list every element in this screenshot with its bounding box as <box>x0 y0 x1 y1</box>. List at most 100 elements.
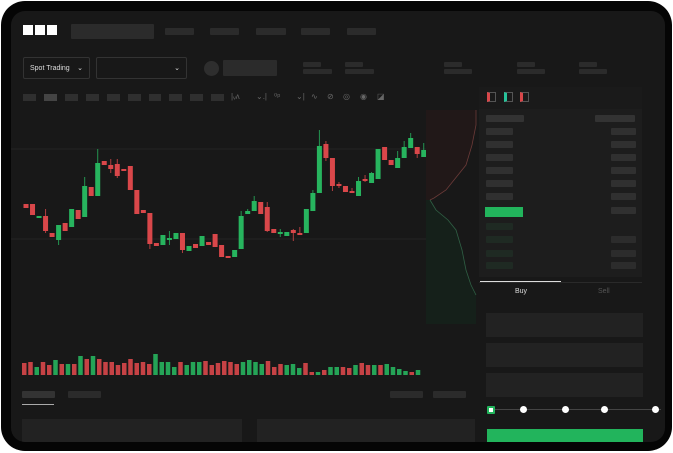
slider-step-25[interactable] <box>520 406 527 413</box>
bottom-tab-history[interactable] <box>68 391 101 398</box>
magnet-icon[interactable]: ◎ <box>343 92 350 101</box>
candle <box>362 175 368 182</box>
volume-bar <box>297 368 302 375</box>
volume-bar <box>84 359 89 375</box>
chevron-down-icon: ⌄ <box>174 65 180 72</box>
volume-bar <box>172 367 177 375</box>
timeframe-button[interactable] <box>44 94 57 101</box>
slider-handle[interactable] <box>487 406 495 414</box>
candle <box>49 233 55 237</box>
orderbook-header-price <box>486 115 524 122</box>
timeframe-button[interactable] <box>211 94 224 101</box>
candle <box>336 182 342 188</box>
pen-icon[interactable]: ⊘ <box>327 92 334 101</box>
orderbook-both-icon[interactable] <box>487 92 496 102</box>
nav-item[interactable] <box>256 28 286 35</box>
slider-step-75[interactable] <box>601 406 608 413</box>
timeframe-button[interactable] <box>107 94 120 101</box>
price-input[interactable] <box>486 313 643 337</box>
pair-price <box>223 60 277 76</box>
volume-bar <box>228 362 233 375</box>
volume-bar <box>53 360 58 375</box>
volume-bar <box>322 370 327 375</box>
nav-item[interactable] <box>165 28 194 35</box>
timeframe-button[interactable] <box>128 94 141 101</box>
timeframe-button[interactable] <box>86 94 99 101</box>
volume-bar <box>265 361 271 375</box>
total-input[interactable] <box>486 373 643 397</box>
ask-price <box>486 128 513 135</box>
bid-price <box>486 250 513 257</box>
tab-buy[interactable]: Buy <box>515 288 528 295</box>
volume-bar <box>147 364 152 375</box>
nav-item[interactable] <box>301 28 330 35</box>
candle <box>277 229 283 237</box>
search-bar[interactable] <box>71 24 154 39</box>
orderbook-header <box>479 87 642 109</box>
bottom-tab-orders[interactable] <box>22 391 55 398</box>
timeframe-button[interactable] <box>23 94 36 101</box>
orderbook-asks-icon[interactable] <box>520 92 529 102</box>
volume-bar <box>334 367 339 375</box>
timeframe-button[interactable] <box>65 94 78 101</box>
chevron-down-icon[interactable]: ⌄| <box>296 92 305 101</box>
candlestick-chart[interactable] <box>11 107 476 387</box>
chevron-down-icon[interactable]: ⌄.| <box>256 92 268 101</box>
ask-amount <box>611 141 636 148</box>
timeframe-button[interactable] <box>169 94 182 101</box>
candle <box>401 141 407 158</box>
nav-item[interactable] <box>347 28 376 35</box>
volume-bar <box>278 364 283 375</box>
pair-dropdown[interactable]: ⌄ <box>96 57 187 79</box>
amount-slider[interactable] <box>491 409 661 410</box>
volume-bar <box>365 365 371 375</box>
candle <box>56 225 62 245</box>
bid-amount <box>611 250 636 257</box>
chart-type-icon[interactable]: ⁰ᵖ <box>274 92 281 101</box>
candle <box>271 229 277 233</box>
volume-bar <box>372 365 377 375</box>
market-type-dropdown[interactable]: Spot Trading ⌄ <box>23 57 90 79</box>
indicator-icon[interactable]: |ᵥᴧ <box>231 92 240 101</box>
candle <box>173 233 179 239</box>
ask-amount <box>611 167 636 174</box>
slider-step-50[interactable] <box>562 406 569 413</box>
target-icon[interactable]: ◉ <box>360 92 367 101</box>
timeframe-button[interactable] <box>190 94 203 101</box>
candle <box>421 143 427 157</box>
timeframe-button[interactable] <box>149 94 161 101</box>
coin-icon <box>204 61 219 76</box>
bottom-filter[interactable] <box>433 391 466 398</box>
bottom-filter[interactable] <box>390 391 423 398</box>
candle <box>95 149 101 196</box>
candle <box>264 202 270 232</box>
candle <box>258 202 264 214</box>
tab-sell[interactable]: Sell <box>598 288 610 295</box>
fullscreen-icon[interactable]: ◪ <box>377 92 385 101</box>
volume-bar <box>290 364 296 375</box>
ask-amount <box>611 128 636 135</box>
okx-logo[interactable] <box>23 25 57 35</box>
amount-input[interactable] <box>486 343 643 367</box>
candle <box>225 256 231 258</box>
slider-step-100[interactable] <box>652 406 659 413</box>
buy-button[interactable] <box>487 429 643 442</box>
line-icon[interactable]: ∿ <box>311 92 318 101</box>
candle <box>369 172 375 183</box>
candle <box>356 177 362 196</box>
volume-bar <box>34 367 39 375</box>
volume-bar <box>122 363 127 375</box>
volume-bar <box>115 365 121 375</box>
volume-bar <box>353 365 358 375</box>
orderbook-bids-icon[interactable] <box>504 92 513 102</box>
volume-bar <box>65 364 71 375</box>
candle <box>349 188 355 193</box>
volume-bar <box>240 362 246 375</box>
last-price <box>485 207 523 217</box>
orderbook-header-amount <box>595 115 635 122</box>
nav-item[interactable] <box>210 28 239 35</box>
volume-bar <box>128 359 133 375</box>
bid-amount <box>611 236 636 243</box>
volume-bar <box>134 363 139 375</box>
candle <box>82 177 88 217</box>
